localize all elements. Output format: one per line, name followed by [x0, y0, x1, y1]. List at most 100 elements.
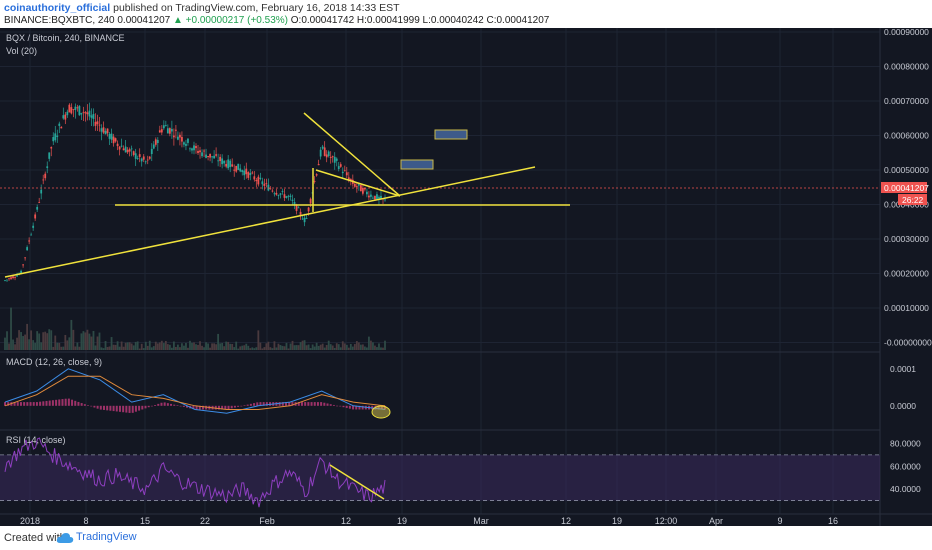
volume-bar — [124, 342, 127, 350]
macd-hist-bar — [96, 405, 99, 409]
macd-hist-bar — [106, 405, 109, 411]
tradingview-logo[interactable]: TradingView — [56, 530, 176, 546]
rsi-line — [4, 437, 386, 508]
volume-bar — [297, 345, 300, 350]
macd-hist-bar — [281, 402, 284, 406]
rsi-band-fill — [0, 454, 880, 501]
candle-body — [203, 150, 205, 152]
macd-hist-bar — [192, 405, 195, 410]
candle-body — [189, 148, 191, 150]
macd-hist-bar — [77, 401, 80, 406]
macd-hist-bar — [253, 403, 256, 406]
tradingview-brand-text: TradingView — [76, 531, 137, 543]
rsi-scale-labels[interactable]: 80.0000 60.0000 40.0000 — [890, 438, 921, 494]
target-box-2[interactable] — [434, 129, 468, 140]
candle-body — [108, 133, 111, 139]
volume-bar — [255, 347, 258, 350]
candle-body — [76, 107, 79, 109]
macd-hist-bar — [64, 398, 67, 406]
volume-bar — [191, 342, 193, 350]
macd-hist-bar — [320, 402, 323, 406]
volume-bar — [142, 348, 145, 350]
macd-hist-bar — [304, 402, 307, 406]
candle-body — [60, 126, 63, 129]
candle-body — [30, 234, 33, 236]
candle-body — [237, 163, 240, 170]
macd-hist-bar — [221, 405, 224, 410]
candle-body — [357, 184, 360, 186]
macd-hist-bar — [326, 403, 329, 406]
macd-hist-bar — [170, 403, 173, 406]
macd-highlight-ellipse[interactable] — [371, 405, 391, 419]
macd-hist-bar — [67, 398, 70, 406]
volume-bar — [323, 347, 326, 350]
candle-body — [265, 183, 268, 184]
volume-bar — [341, 341, 344, 350]
candle-body — [273, 193, 276, 195]
candle-body — [90, 115, 93, 118]
volume-bar — [160, 340, 163, 350]
candle-body — [380, 195, 382, 200]
macd-scale-labels[interactable]: 0.0001 0.0000 — [890, 364, 916, 411]
macd-hist-bar — [55, 399, 58, 406]
chart-canvas[interactable]: BQX / Bitcoin, 240, BINANCE Vol (20) MAC… — [0, 28, 932, 526]
volume-bar — [54, 335, 57, 350]
target-box-1[interactable] — [400, 159, 434, 170]
volume-bar — [211, 343, 213, 350]
volume-bar — [363, 346, 366, 350]
candle-body — [317, 164, 320, 166]
volume-bar — [40, 342, 43, 350]
macd-hist-bar — [186, 405, 189, 408]
time-scale-labels[interactable]: 2018 8 15 22 Feb 12 19 Mar 12 19 12:00 Apr 9 16 — [20, 516, 838, 526]
macd-hist-bar — [285, 402, 288, 406]
volume-bar — [376, 347, 378, 350]
candle-body — [66, 111, 69, 116]
macd-hist-bar — [342, 405, 345, 408]
candle-body — [339, 164, 342, 167]
volume-bar — [18, 330, 20, 350]
macd-hist-bar — [115, 405, 118, 412]
candle-body — [138, 154, 141, 157]
volume-bar — [263, 347, 266, 350]
volume-bar — [257, 330, 260, 350]
volume-bar — [170, 347, 173, 350]
macd-hist-bar — [138, 405, 141, 411]
wedge-lower-line[interactable] — [315, 169, 401, 197]
rsi-divergence-line[interactable] — [329, 464, 385, 500]
macd-tick-label: 0.0000 — [890, 401, 916, 411]
macd-hist-bar — [160, 402, 163, 406]
published-text: published on TradingView.com, February 1… — [113, 2, 400, 14]
macd-hist-bar — [316, 402, 319, 406]
time-tick-label: 12 — [341, 516, 351, 526]
candle-body — [277, 195, 280, 196]
macd-hist-bar — [214, 405, 217, 410]
volume-bar — [120, 341, 123, 350]
author-link[interactable]: coinauthority_official — [4, 2, 111, 14]
volume-bar — [213, 343, 216, 350]
price-tick-label: 0.00030000 — [884, 234, 929, 244]
candle-body — [24, 257, 27, 259]
volume-bar — [349, 343, 352, 350]
candle-body — [363, 187, 366, 190]
volume-bar — [315, 342, 318, 350]
rsi-title: RSI (14, close) — [6, 435, 66, 445]
candle-body — [301, 218, 304, 220]
macd-hist-bar — [131, 405, 134, 413]
macd-hist-bar — [16, 402, 19, 406]
bar-countdown-text: 26:22 — [902, 195, 924, 205]
ohlc-values: O:0.00041742 H:0.00041999 L:0.00040242 C… — [290, 15, 550, 26]
candle-body — [370, 194, 372, 197]
price-tick-label: 0.00080000 — [884, 62, 929, 72]
candle-body — [26, 247, 29, 251]
ascending-trendline[interactable] — [4, 166, 536, 278]
candle-body — [303, 217, 306, 223]
candle-body — [309, 198, 312, 204]
price-tick-label: 0.00060000 — [884, 131, 929, 141]
candle-body — [223, 160, 226, 164]
wedge-upper-line[interactable] — [303, 112, 401, 197]
drawing-annotations[interactable] — [4, 112, 570, 278]
chart-area[interactable]: BQX / Bitcoin, 240, BINANCE Vol (20) MAC… — [0, 28, 932, 526]
volume-bar — [30, 330, 33, 350]
volume-bar — [357, 342, 360, 350]
volume-bar — [172, 341, 175, 350]
